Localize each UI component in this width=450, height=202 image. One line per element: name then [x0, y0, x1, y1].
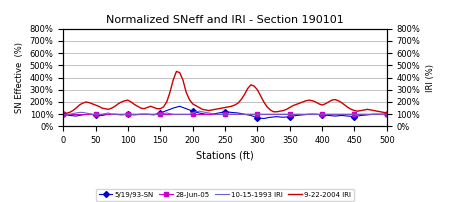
9-22-2004 IRI	[384, 112, 390, 114]
10-15-1993 IRI	[384, 113, 390, 115]
5/19/93-SN	[287, 116, 292, 118]
Line: 10-15-1993 IRI: 10-15-1993 IRI	[63, 111, 387, 114]
9-22-2004 IRI	[290, 104, 296, 107]
5/19/93-SN	[158, 112, 163, 114]
10-15-1993 IRI	[141, 113, 147, 115]
Line: 5/19/93-SN: 5/19/93-SN	[61, 104, 389, 121]
28-Jun-05	[125, 113, 130, 115]
9-22-2004 IRI	[306, 99, 312, 101]
10-15-1993 IRI	[60, 113, 66, 115]
28-Jun-05	[287, 113, 292, 115]
28-Jun-05	[320, 113, 325, 115]
Y-axis label: SN Effective  (%): SN Effective (%)	[15, 42, 24, 113]
28-Jun-05	[222, 113, 228, 115]
10-15-1993 IRI	[290, 113, 296, 115]
28-Jun-05	[384, 113, 390, 115]
9-22-2004 IRI	[258, 95, 263, 97]
5/19/93-SN	[261, 117, 266, 120]
5/19/93-SN	[384, 113, 390, 115]
28-Jun-05	[255, 113, 260, 115]
5/19/93-SN	[306, 113, 312, 115]
28-Jun-05	[158, 113, 163, 115]
10-15-1993 IRI	[212, 113, 218, 115]
5/19/93-SN	[60, 113, 66, 115]
9-22-2004 IRI	[60, 112, 66, 115]
5/19/93-SN	[164, 109, 170, 112]
Title: Normalized SNeff and IRI - Section 190101: Normalized SNeff and IRI - Section 19010…	[106, 15, 344, 25]
28-Jun-05	[352, 113, 357, 115]
28-Jun-05	[60, 113, 66, 115]
28-Jun-05	[93, 113, 98, 115]
10-15-1993 IRI	[306, 113, 312, 115]
28-Jun-05	[190, 113, 195, 115]
5/19/93-SN	[177, 105, 182, 107]
Y-axis label: IRI (%): IRI (%)	[426, 63, 435, 92]
10-15-1993 IRI	[258, 113, 263, 115]
Line: 9-22-2004 IRI: 9-22-2004 IRI	[63, 71, 387, 114]
5/19/93-SN	[132, 114, 137, 116]
9-22-2004 IRI	[174, 70, 179, 73]
9-22-2004 IRI	[212, 108, 218, 110]
5/19/93-SN	[378, 113, 383, 115]
Legend: 5/19/93-SN, 28-Jun-05, 10-15-1993 IRI, 9-22-2004 IRI: 5/19/93-SN, 28-Jun-05, 10-15-1993 IRI, 9…	[96, 189, 354, 201]
9-22-2004 IRI	[141, 107, 147, 110]
9-22-2004 IRI	[83, 101, 89, 103]
Line: 28-Jun-05: 28-Jun-05	[61, 112, 389, 116]
X-axis label: Stations (ft): Stations (ft)	[196, 151, 254, 161]
10-15-1993 IRI	[83, 112, 89, 114]
10-15-1993 IRI	[196, 110, 202, 112]
